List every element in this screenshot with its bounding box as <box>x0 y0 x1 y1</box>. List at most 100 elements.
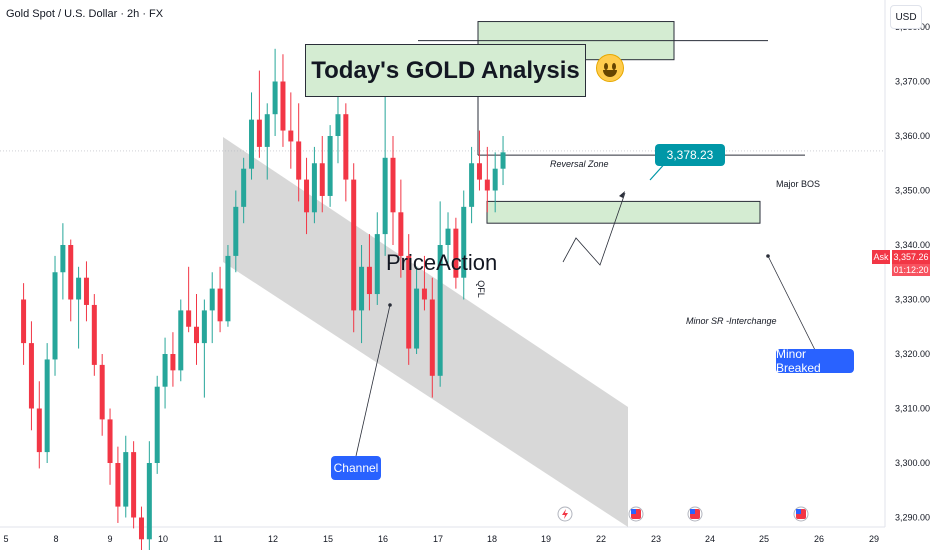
minor-breaked-anchor <box>766 254 770 258</box>
candle-body <box>83 277 89 305</box>
price-tick-label: 3,300.00 <box>895 458 930 468</box>
candle-body <box>249 119 255 169</box>
ask-tag: Ask <box>872 250 890 264</box>
candle-body <box>500 152 506 169</box>
candle-body <box>453 228 459 278</box>
time-tick-label: 23 <box>651 534 661 544</box>
channel-band <box>223 137 628 527</box>
time-tick-label: 10 <box>158 534 168 544</box>
candle-body <box>68 245 74 300</box>
price-tick-label: 3,340.00 <box>895 240 930 250</box>
candle-body <box>52 272 58 360</box>
candle-body <box>60 245 66 273</box>
candle-body <box>351 179 357 311</box>
time-tick-label: 18 <box>487 534 497 544</box>
candle-body <box>178 310 184 371</box>
minor-sr-label: Minor SR -Interchange <box>686 316 777 326</box>
candle-body <box>201 310 207 344</box>
candle-body <box>437 245 443 376</box>
price-tick-label: 3,360.00 <box>895 131 930 141</box>
candle-body <box>256 119 262 147</box>
candle-body <box>429 299 435 376</box>
currency-button[interactable]: USD <box>890 5 922 29</box>
candle-body <box>311 163 317 213</box>
candle-body <box>44 359 50 453</box>
candle-body <box>406 255 412 349</box>
time-tick-label: 5 <box>3 534 8 544</box>
candle-body <box>264 114 270 147</box>
time-tick-label: 11 <box>213 534 222 544</box>
candle-body <box>359 266 365 311</box>
candle-body <box>421 288 427 300</box>
price-tick-label: 3,320.00 <box>895 349 930 359</box>
projection-path <box>562 192 626 266</box>
candle-body <box>343 114 349 180</box>
candle-body <box>115 463 121 507</box>
time-tick-label: 26 <box>814 534 824 544</box>
candle-body <box>414 288 420 349</box>
candle-body <box>146 463 152 540</box>
candle-body <box>194 326 199 344</box>
time-tick-label: 29 <box>869 534 879 544</box>
candle-body <box>217 288 223 322</box>
candle-body <box>36 408 42 453</box>
time-tick-label: 15 <box>323 534 333 544</box>
target-price-callout: 3,378.23 <box>655 144 725 166</box>
candle-body <box>91 304 97 365</box>
time-tick-label: 12 <box>268 534 278 544</box>
candle-body <box>390 157 396 213</box>
candle-body <box>288 130 294 142</box>
candle-body <box>272 81 278 115</box>
qfl-label: QFL <box>475 280 486 298</box>
time-tick-label: 22 <box>596 534 606 544</box>
price-action-label: PriceAction <box>386 250 498 275</box>
candle-body <box>99 364 105 420</box>
candle-body <box>280 81 286 131</box>
price-tick-label: 3,330.00 <box>895 295 930 305</box>
time-tick-label: 9 <box>107 534 112 544</box>
candle-body <box>138 517 144 540</box>
candle-body <box>186 310 192 327</box>
us-flag-canton-icon <box>690 509 695 514</box>
projection-arrowhead <box>619 191 625 198</box>
symbol-title: Gold Spot / U.S. Dollar · 2h · FX <box>6 8 164 20</box>
price-tick-label: 3,290.00 <box>895 513 930 523</box>
candle-body <box>492 168 498 191</box>
channel-anchor <box>388 303 392 307</box>
price-tick-label: 3,310.00 <box>895 404 930 414</box>
candle-body <box>327 136 333 196</box>
channel-callout: Channel <box>331 456 381 480</box>
time-tick-label: 8 <box>53 534 58 544</box>
time-tick-label: 25 <box>759 534 769 544</box>
candle-body <box>366 266 372 295</box>
candle-body <box>398 212 404 256</box>
minor-breaked-pointer <box>767 255 816 351</box>
current-price-tag: 3,357.26 <box>892 250 930 264</box>
price-tick-label: 3,370.00 <box>895 77 930 87</box>
candle-body <box>170 354 176 371</box>
candle-body <box>241 168 247 207</box>
candle-body <box>335 114 341 136</box>
reversal-zone-label: Reversal Zone <box>550 159 609 169</box>
candle-body <box>461 206 467 278</box>
time-tick-label: 17 <box>433 534 443 544</box>
lightning-glyph-icon <box>562 509 568 519</box>
grinning-face-icon <box>596 54 624 82</box>
candle-body <box>131 452 137 518</box>
minor-sr-zone-box <box>486 200 761 224</box>
candle-body <box>484 179 490 191</box>
time-tick-label: 16 <box>378 534 388 544</box>
analysis-title: Today's GOLD Analysis <box>305 44 586 97</box>
candle-body <box>233 206 239 256</box>
candle-body <box>296 141 302 180</box>
candle-body <box>225 255 231 322</box>
time-tick-label: 19 <box>541 534 551 544</box>
candle-body <box>445 228 451 245</box>
candle-body <box>469 163 475 207</box>
minor-breaked-callout: Minor Breaked <box>776 347 854 375</box>
price-tick-label: 3,350.00 <box>895 186 930 196</box>
candle-body <box>107 419 113 463</box>
candle-body <box>304 179 310 213</box>
candle-body <box>21 299 27 344</box>
